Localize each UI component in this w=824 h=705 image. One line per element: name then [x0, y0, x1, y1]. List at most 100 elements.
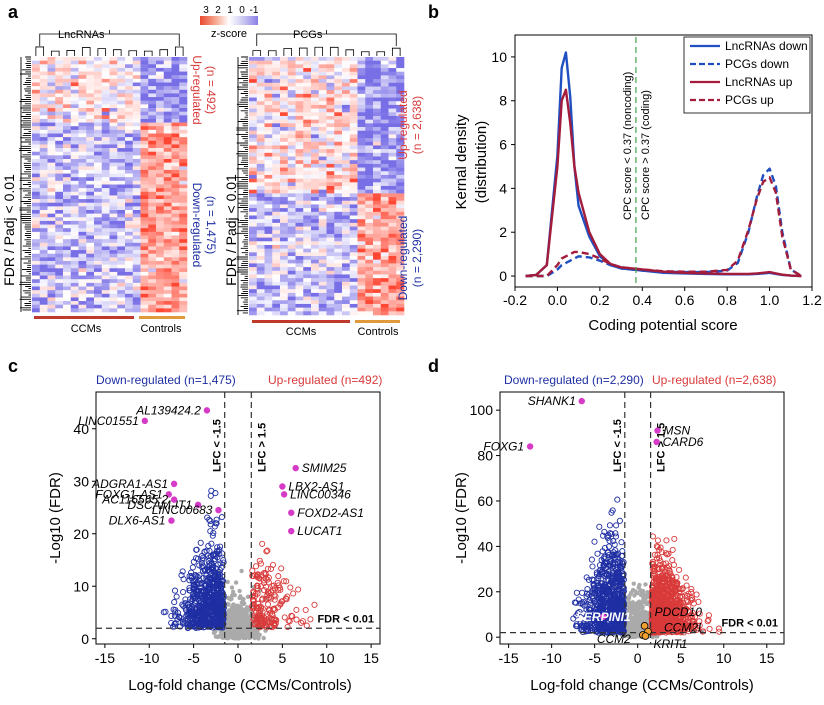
- heatmap-cell: [40, 294, 48, 298]
- heatmap-cell: [102, 199, 110, 203]
- heatmap-cell: [179, 294, 187, 298]
- heatmap-cell: [110, 195, 118, 199]
- heatmap-cell: [94, 123, 102, 127]
- heatmap-cell: [141, 177, 149, 181]
- heatmap-cell: [94, 83, 102, 87]
- heatmap-cell: [117, 72, 125, 76]
- heatmap-cell: [32, 83, 40, 87]
- heatmap-cell: [156, 279, 164, 283]
- heatmap-cell: [296, 75, 304, 79]
- heatmap-cell: [79, 276, 87, 280]
- heatmap-cell: [117, 243, 125, 247]
- heatmap-cell: [280, 123, 288, 127]
- heatmap-cell: [40, 86, 48, 90]
- heatmap-cell: [102, 166, 110, 170]
- heatmap-cell: [381, 94, 389, 98]
- heatmap-cell: [311, 164, 319, 168]
- heatmap-cell: [342, 61, 350, 65]
- heatmap-cell: [94, 225, 102, 229]
- heatmap-cell: [48, 101, 56, 105]
- heatmap-cell: [48, 123, 56, 127]
- heatmap-cell: [102, 93, 110, 97]
- heatmap-cell: [63, 221, 71, 225]
- colorkey-tick: -1: [250, 5, 259, 16]
- heatmap-cell: [125, 203, 133, 207]
- heatmap-cell: [156, 64, 164, 68]
- heatmap-cell: [365, 304, 373, 308]
- heatmap-cell: [94, 159, 102, 163]
- heatmap-cell: [156, 250, 164, 254]
- heatmap-cell: [334, 219, 342, 223]
- heatmap-cell: [257, 160, 265, 164]
- heatmap-pcg-col-dendrogram: [253, 30, 400, 56]
- heatmap-cell: [350, 94, 358, 98]
- heatmap-cell: [110, 228, 118, 232]
- heatmap-cell: [102, 177, 110, 181]
- heatmap-cell: [164, 170, 172, 174]
- heatmap-cell: [265, 116, 273, 120]
- heatmap-cell: [389, 57, 397, 61]
- heatmap-cell: [55, 221, 63, 225]
- heatmap-cell: [365, 230, 373, 234]
- heatmap-cell: [48, 166, 56, 170]
- volcano-c-xtick-label: -15: [95, 650, 115, 666]
- heatmap-cell: [381, 61, 389, 65]
- heatmap-cell: [257, 75, 265, 79]
- heatmap-cell: [48, 130, 56, 134]
- heatmap-cell: [296, 293, 304, 297]
- heatmap-cell: [365, 241, 373, 245]
- heatmap-cell: [110, 287, 118, 291]
- heatmap-cell: [319, 94, 327, 98]
- heatmap-cell: [296, 289, 304, 293]
- heatmap-cell: [63, 272, 71, 276]
- heatmap-cell: [110, 246, 118, 250]
- heatmap-cell: [63, 123, 71, 127]
- heatmap-cell: [303, 164, 311, 168]
- heatmap-cell: [327, 142, 335, 146]
- heatmap-cell: [272, 164, 280, 168]
- heatmap-cell: [381, 274, 389, 278]
- heatmap-cell: [358, 120, 366, 124]
- heatmap-cell: [55, 104, 63, 108]
- heatmap-cell: [358, 153, 366, 157]
- volcano-d-down-point: [595, 551, 600, 556]
- heatmap-cell: [280, 164, 288, 168]
- heatmap-cell: [141, 174, 149, 178]
- heatmap-cell: [396, 72, 404, 76]
- heatmap-cell: [319, 245, 327, 249]
- heatmap-cell: [280, 245, 288, 249]
- heatmap-cell: [94, 130, 102, 134]
- dendrogram-branches: [36, 30, 183, 56]
- heatmap-cell: [133, 148, 141, 152]
- density-ylabel-line2: (distribution): [473, 121, 490, 204]
- heatmap-cell: [94, 119, 102, 123]
- heatmap-cell: [373, 101, 381, 105]
- heatmap-cell: [334, 227, 342, 231]
- heatmap-cell: [86, 163, 94, 167]
- heatmap-cell: [272, 230, 280, 234]
- heatmap-cell: [365, 179, 373, 183]
- heatmap-cell: [288, 311, 296, 315]
- heatmap-cell: [319, 138, 327, 142]
- heatmap-cell: [172, 287, 180, 291]
- heatmap-cell: [365, 238, 373, 242]
- heatmap-cell: [303, 171, 311, 175]
- heatmap-cell: [303, 145, 311, 149]
- volcano-d-nonsig-point: [636, 626, 640, 630]
- heatmap-cell: [265, 175, 273, 179]
- heatmap-cell: [117, 177, 125, 181]
- heatmap-cell: [133, 181, 141, 185]
- heatmap-cell: [350, 98, 358, 102]
- heatmap-cell: [272, 300, 280, 304]
- heatmap-cell: [148, 119, 156, 123]
- heatmap-cell: [265, 201, 273, 205]
- heatmap-cell: [249, 238, 257, 242]
- heatmap-cell: [334, 120, 342, 124]
- heatmap-cell: [342, 219, 350, 223]
- heatmap-cell: [86, 188, 94, 192]
- heatmap-cell: [327, 105, 335, 109]
- heatmap-cell: [296, 252, 304, 256]
- heatmap-cell: [296, 304, 304, 308]
- heatmap-cell: [156, 290, 164, 294]
- heatmap-cell: [94, 108, 102, 112]
